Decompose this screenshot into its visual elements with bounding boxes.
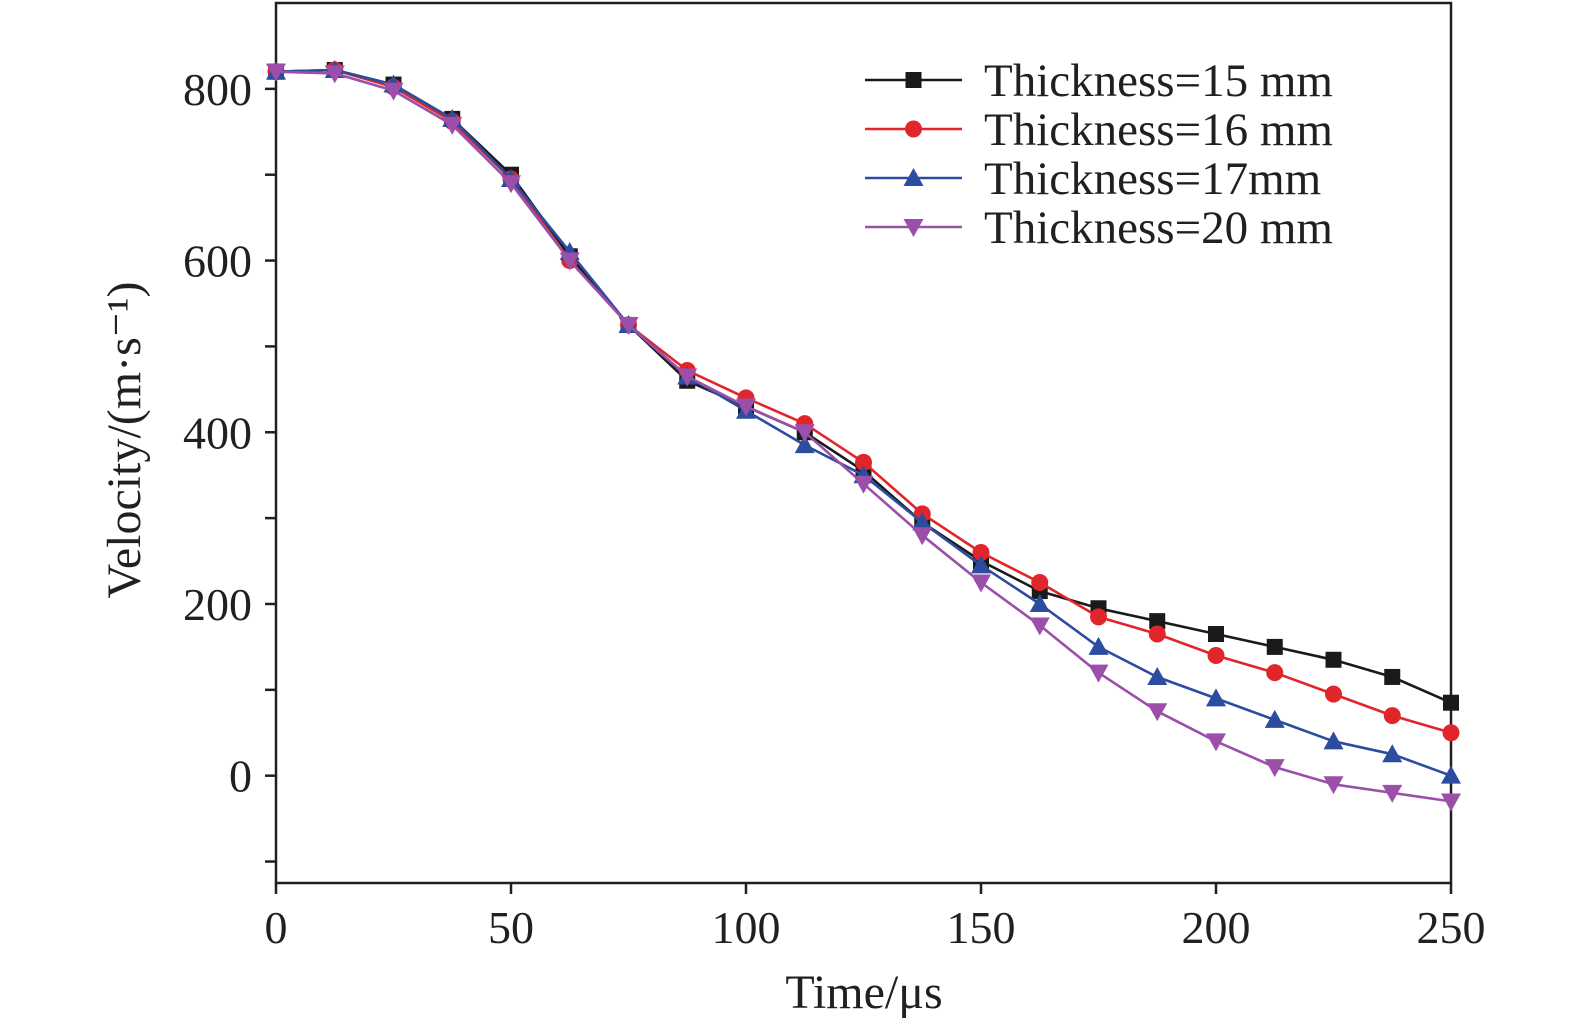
series-point bbox=[1206, 733, 1226, 752]
legend-marker bbox=[905, 120, 922, 138]
y-tick-label: 600 bbox=[183, 236, 252, 287]
series-point bbox=[1323, 731, 1344, 750]
series-point bbox=[442, 116, 463, 135]
legend-item: Thickness=17mm bbox=[865, 153, 1321, 205]
series-point bbox=[559, 252, 580, 271]
series-point bbox=[266, 63, 286, 82]
series-point bbox=[855, 453, 872, 471]
legend-label: Thickness=15 mm bbox=[984, 55, 1333, 107]
series-point bbox=[912, 527, 933, 546]
x-tick-label: 0 bbox=[265, 902, 288, 953]
series-point bbox=[1323, 776, 1344, 795]
legend-item: Thickness=15 mm bbox=[865, 55, 1333, 107]
series-point bbox=[794, 435, 815, 454]
y-tick-label: 800 bbox=[183, 64, 252, 115]
series-point bbox=[912, 512, 933, 531]
series-point bbox=[1325, 685, 1342, 703]
series-point bbox=[1441, 793, 1461, 812]
series-point bbox=[1031, 574, 1049, 592]
series-point bbox=[1442, 724, 1460, 742]
series-point bbox=[1382, 744, 1403, 763]
plot-frame bbox=[274, 1, 1453, 885]
series-point bbox=[1090, 608, 1107, 626]
series-point bbox=[1382, 784, 1403, 803]
series-point bbox=[1148, 625, 1166, 643]
series-point bbox=[794, 424, 815, 443]
series-point bbox=[1266, 664, 1284, 682]
x-tick-label: 100 bbox=[712, 902, 781, 953]
series-point bbox=[1147, 666, 1168, 685]
plot-area bbox=[266, 59, 1461, 812]
series-point bbox=[1149, 613, 1166, 630]
series-point bbox=[1208, 626, 1224, 643]
series-4 bbox=[266, 63, 1461, 812]
x-axis-label: Time/μs bbox=[785, 966, 942, 1019]
series-point bbox=[383, 82, 404, 101]
legend-marker bbox=[905, 72, 922, 88]
y-tick-label: 200 bbox=[183, 579, 252, 630]
series-point bbox=[1383, 707, 1401, 725]
legend-label: Thickness=20 mm bbox=[984, 202, 1333, 254]
series-point bbox=[1443, 694, 1459, 711]
legend-marker bbox=[903, 168, 924, 186]
series-point bbox=[501, 175, 521, 194]
legend-label: Thickness=16 mm bbox=[984, 104, 1333, 156]
y-axis-label: Velocity/(m·s⁻¹) bbox=[98, 282, 151, 599]
series-point bbox=[1088, 636, 1109, 655]
series-point bbox=[677, 368, 698, 387]
series-point bbox=[853, 475, 874, 494]
legend-item: Thickness=20 mm bbox=[865, 202, 1333, 254]
series-point bbox=[1029, 593, 1050, 612]
series-point bbox=[736, 398, 756, 417]
series-point bbox=[971, 574, 991, 593]
series-point bbox=[971, 555, 991, 574]
series-point bbox=[1384, 668, 1401, 685]
series-point bbox=[1206, 688, 1226, 707]
series-point bbox=[1264, 759, 1285, 778]
series-point bbox=[1441, 765, 1461, 784]
axes: 0 50 100 150 200 250 0 200 400 600 800 bbox=[183, 1, 1486, 953]
series-point bbox=[324, 65, 345, 84]
x-tick-label: 150 bbox=[947, 902, 1016, 953]
x-tick-label: 250 bbox=[1417, 902, 1486, 953]
series-point bbox=[1147, 703, 1168, 722]
y-tick-label: 0 bbox=[229, 751, 252, 802]
series-point bbox=[1266, 638, 1283, 655]
series-point bbox=[1088, 664, 1109, 683]
series-point bbox=[618, 316, 639, 335]
x-tick-label: 50 bbox=[488, 902, 534, 953]
series-point bbox=[1029, 617, 1050, 636]
legend-label: Thickness=17mm bbox=[984, 153, 1321, 205]
legend-item: Thickness=16 mm bbox=[865, 104, 1333, 156]
y-tick-label: 400 bbox=[183, 407, 252, 458]
series-point bbox=[1264, 709, 1285, 728]
legend-marker bbox=[903, 219, 924, 237]
series-point bbox=[972, 543, 990, 561]
x-tick-label: 200 bbox=[1182, 902, 1251, 953]
series-point bbox=[1325, 651, 1342, 668]
series-point bbox=[1207, 646, 1225, 664]
